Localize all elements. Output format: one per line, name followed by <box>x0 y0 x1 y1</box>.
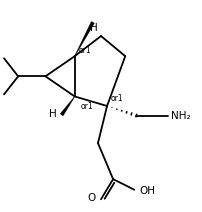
Text: OH: OH <box>139 186 155 196</box>
Text: H: H <box>90 23 98 33</box>
Polygon shape <box>75 21 95 56</box>
Text: NH₂: NH₂ <box>171 110 190 121</box>
Text: or1: or1 <box>79 46 91 55</box>
Text: H: H <box>49 109 57 119</box>
Text: or1: or1 <box>111 94 124 103</box>
Text: O: O <box>88 193 96 203</box>
Text: or1: or1 <box>81 102 94 111</box>
Polygon shape <box>60 96 75 116</box>
